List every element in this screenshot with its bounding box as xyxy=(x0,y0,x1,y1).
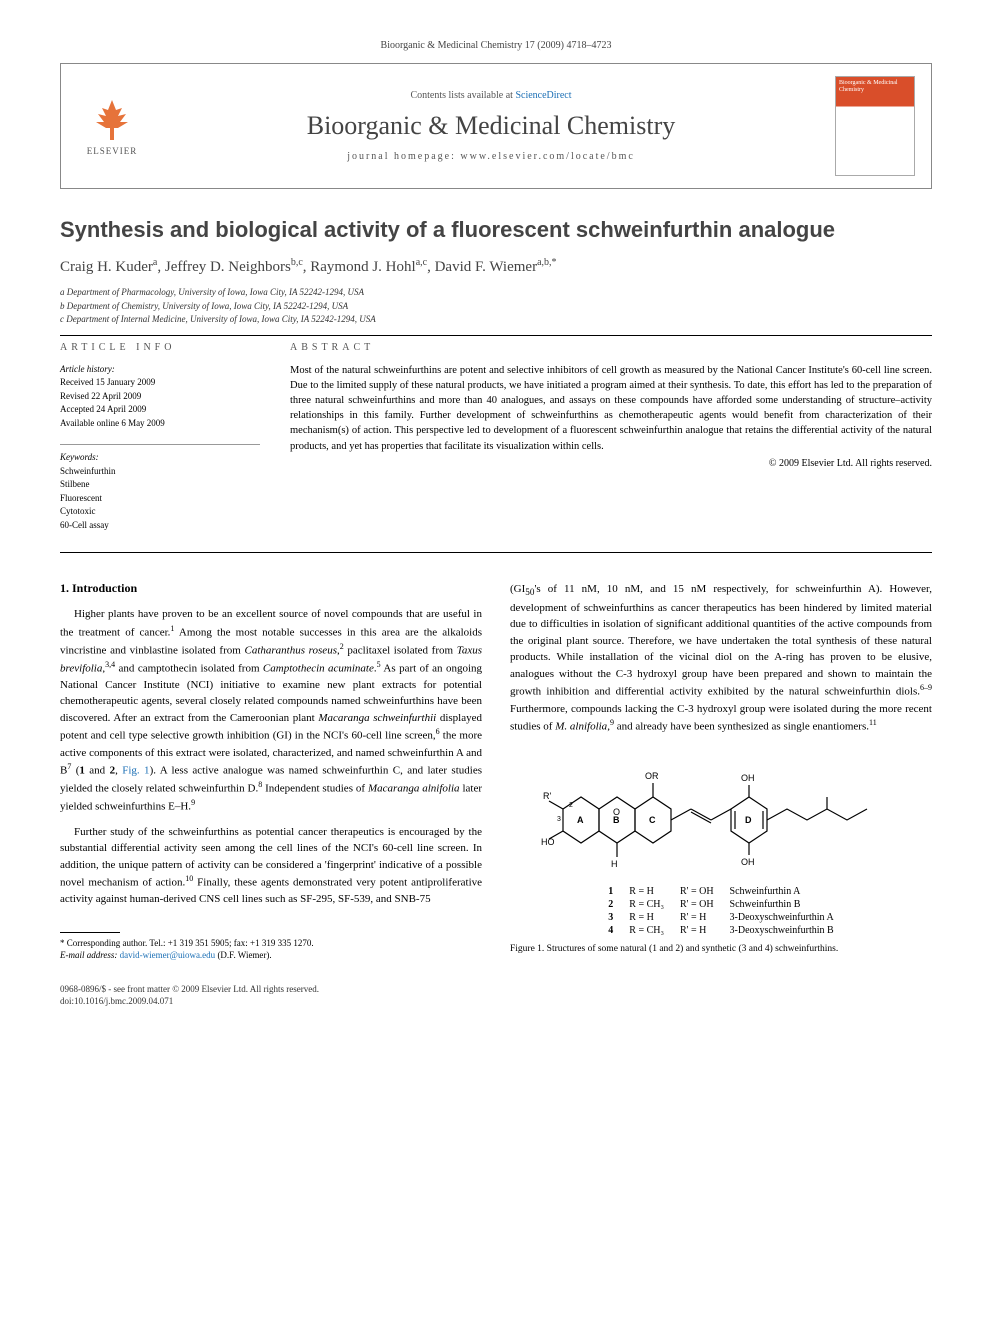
footer-line: doi:10.1016/j.bmc.2009.04.071 xyxy=(60,995,932,1008)
history-line: Available online 6 May 2009 xyxy=(60,417,260,431)
cover-title: Bioorganic & Medicinal Chemistry xyxy=(839,80,911,93)
corresponding-author-footnote: * Corresponding author. Tel.: +1 319 351… xyxy=(60,937,482,962)
footnote-rule xyxy=(60,932,120,933)
compound-name: Schweinfurthin A xyxy=(722,885,842,898)
page-footer: 0968-0896/$ - see front matter © 2009 El… xyxy=(60,983,932,1008)
section-heading: 1. Introduction xyxy=(60,581,482,596)
journal-homepage: journal homepage: www.elsevier.com/locat… xyxy=(163,151,819,162)
keyword: Stilbene xyxy=(60,478,260,492)
abstract-label: ABSTRACT xyxy=(290,342,932,353)
compound-r: R = CH₃ xyxy=(621,924,672,937)
figure-caption: Figure 1. Structures of some natural (1 … xyxy=(510,943,932,956)
keyword: Fluorescent xyxy=(60,492,260,506)
author-email-link[interactable]: david-wiemer@uiowa.edu xyxy=(120,950,216,960)
keywords-label: Keywords: xyxy=(60,451,260,465)
compound-num: 3 xyxy=(608,912,613,923)
svg-text:H: H xyxy=(611,859,618,869)
compound-table: 1 R = H R' = OH Schweinfurthin A 2 R = C… xyxy=(600,885,841,937)
publisher-logo: ELSEVIER xyxy=(77,86,147,166)
affiliations: a Department of Pharmacology, University… xyxy=(60,286,932,327)
compound-rp: R' = H xyxy=(672,924,722,937)
footer-line: 0968-0896/$ - see front matter © 2009 El… xyxy=(60,983,932,996)
affiliation: c Department of Internal Medicine, Unive… xyxy=(60,313,932,327)
journal-cover-thumbnail: Bioorganic & Medicinal Chemistry xyxy=(835,76,915,176)
elsevier-tree-icon xyxy=(88,96,136,144)
compound-rp: R' = H xyxy=(672,911,722,924)
chemical-structure-diagram: R' HO H OR O A B C D OH OH 3 2 xyxy=(541,749,901,879)
svg-text:OR: OR xyxy=(645,771,659,781)
authors-line: Craig H. Kudera, Jeffrey D. Neighborsb,c… xyxy=(60,257,932,276)
publisher-label: ELSEVIER xyxy=(87,146,138,156)
keywords-block: Keywords: Schweinfurthin Stilbene Fluore… xyxy=(60,451,260,532)
table-row: 3 R = H R' = H 3-Deoxyschweinfurthin A xyxy=(600,911,841,924)
compound-r: R = CH₃ xyxy=(621,898,672,911)
article-title: Synthesis and biological activity of a f… xyxy=(60,217,932,243)
compound-name: 3-Deoxyschweinfurthin A xyxy=(722,911,842,924)
history-line: Received 15 January 2009 xyxy=(60,376,260,390)
keyword: 60-Cell assay xyxy=(60,519,260,533)
journal-name: Bioorganic & Medicinal Chemistry xyxy=(163,111,819,141)
abstract-copyright: © 2009 Elsevier Ltd. All rights reserved… xyxy=(290,458,932,469)
article-history: Article history: Received 15 January 200… xyxy=(60,363,260,431)
rule xyxy=(60,335,932,336)
body-paragraph: (GI50's of 11 nM, 10 nM, and 15 nM respe… xyxy=(510,581,932,735)
svg-text:OH: OH xyxy=(741,773,755,783)
table-row: 2 R = CH₃ R' = OH Schweinfurthin B xyxy=(600,898,841,911)
running-header: Bioorganic & Medicinal Chemistry 17 (200… xyxy=(60,40,932,51)
left-column: 1. Introduction Higher plants have prove… xyxy=(60,581,482,967)
svg-text:R': R' xyxy=(543,791,551,801)
history-line: Accepted 24 April 2009 xyxy=(60,403,260,417)
abstract-text: Most of the natural schweinfurthins are … xyxy=(290,363,932,454)
svg-text:C: C xyxy=(649,815,656,825)
table-row: 1 R = H R' = OH Schweinfurthin A xyxy=(600,885,841,898)
svg-text:B: B xyxy=(613,815,620,825)
keyword: Schweinfurthin xyxy=(60,465,260,479)
svg-text:3: 3 xyxy=(557,816,561,823)
table-row: 4 R = CH₃ R' = H 3-Deoxyschweinfurthin B xyxy=(600,924,841,937)
contents-prefix: Contents lists available at xyxy=(410,90,515,101)
compound-name: 3-Deoxyschweinfurthin B xyxy=(722,924,842,937)
rule xyxy=(60,444,260,445)
svg-text:A: A xyxy=(577,815,584,825)
article-info-label: ARTICLE INFO xyxy=(60,342,260,353)
svg-text:OH: OH xyxy=(741,857,755,867)
email-label: E-mail address: xyxy=(60,950,117,960)
compound-num: 2 xyxy=(608,899,613,910)
history-line: Revised 22 April 2009 xyxy=(60,390,260,404)
compound-num: 4 xyxy=(608,925,613,936)
history-label: Article history: xyxy=(60,363,260,377)
email-suffix: (D.F. Wiemer). xyxy=(217,950,271,960)
sciencedirect-link[interactable]: ScienceDirect xyxy=(515,90,571,101)
compound-num: 1 xyxy=(608,886,613,897)
contents-available-line: Contents lists available at ScienceDirec… xyxy=(163,90,819,101)
compound-r: R = H xyxy=(621,885,672,898)
footnote-corr: * Corresponding author. Tel.: +1 319 351… xyxy=(60,937,482,950)
compound-rp: R' = OH xyxy=(672,898,722,911)
body-paragraph: Higher plants have proven to be an excel… xyxy=(60,606,482,816)
rule xyxy=(60,552,932,553)
right-column: (GI50's of 11 nM, 10 nM, and 15 nM respe… xyxy=(510,581,932,967)
svg-text:HO: HO xyxy=(541,837,555,847)
body-paragraph: Further study of the schweinfurthins as … xyxy=(60,824,482,908)
compound-name: Schweinfurthin B xyxy=(722,898,842,911)
journal-masthead: ELSEVIER Contents lists available at Sci… xyxy=(60,63,932,189)
svg-text:D: D xyxy=(745,815,752,825)
affiliation: b Department of Chemistry, University of… xyxy=(60,300,932,314)
figure-1: R' HO H OR O A B C D OH OH 3 2 xyxy=(510,749,932,956)
svg-text:2: 2 xyxy=(569,802,573,809)
affiliation: a Department of Pharmacology, University… xyxy=(60,286,932,300)
keyword: Cytotoxic xyxy=(60,505,260,519)
compound-r: R = H xyxy=(621,911,672,924)
compound-rp: R' = OH xyxy=(672,885,722,898)
